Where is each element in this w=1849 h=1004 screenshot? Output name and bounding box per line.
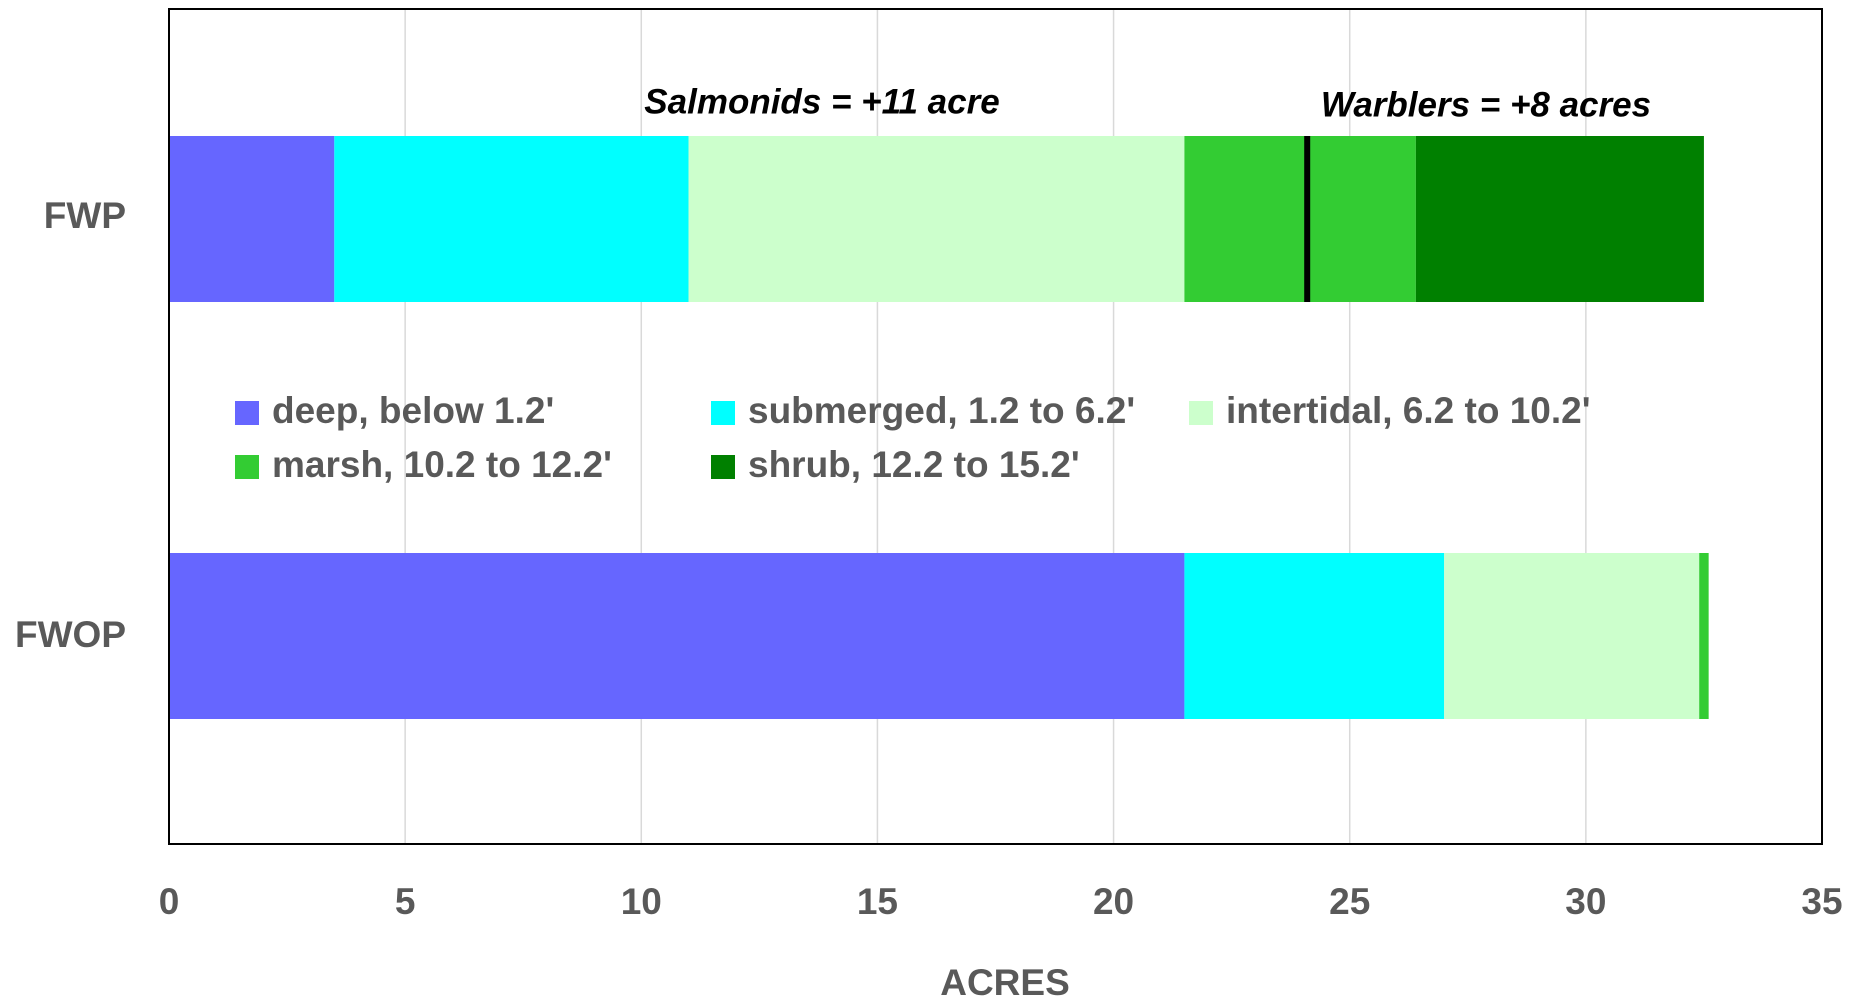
legend-swatch	[235, 455, 259, 479]
legend-label: shrub, 12.2 to 15.2'	[748, 444, 1080, 485]
x-tick-label: 10	[621, 881, 662, 922]
x-tick-label: 35	[1801, 881, 1842, 922]
y-tick-label: FWP	[44, 195, 126, 236]
legend-swatch	[1189, 401, 1213, 425]
x-tick-label: 20	[1093, 881, 1134, 922]
bar-segment	[1444, 553, 1700, 719]
x-tick-label: 0	[159, 881, 180, 922]
legend-label: submerged, 1.2 to 6.2'	[748, 390, 1135, 431]
x-tick-label: 30	[1565, 881, 1606, 922]
bar-segment	[1699, 553, 1709, 719]
y-tick-label: FWOP	[15, 614, 126, 655]
bar-segment	[169, 553, 1185, 719]
bar-segment	[688, 136, 1185, 302]
x-tick-label: 5	[395, 881, 416, 922]
plot-frame	[168, 8, 1823, 845]
bar-segment	[334, 136, 689, 302]
legend-swatch	[235, 401, 259, 425]
x-tick-label: 15	[857, 881, 898, 922]
legend-label: deep, below 1.2'	[272, 390, 554, 431]
annotation: Warblers = +8 acres	[1321, 85, 1651, 124]
legend-swatch	[711, 401, 735, 425]
bar-segment	[169, 136, 335, 302]
legend-label: intertidal, 6.2 to 10.2'	[1226, 390, 1591, 431]
bar-segment	[1415, 136, 1704, 302]
legend-swatch	[711, 455, 735, 479]
x-axis-label: ACRES	[940, 962, 1070, 1003]
bar-segment	[1184, 553, 1445, 719]
bar-segment	[1184, 136, 1416, 302]
legend-label: marsh, 10.2 to 12.2'	[272, 444, 612, 485]
annotation: Salmonids = +11 acre	[644, 82, 999, 121]
x-tick-label: 25	[1329, 881, 1370, 922]
